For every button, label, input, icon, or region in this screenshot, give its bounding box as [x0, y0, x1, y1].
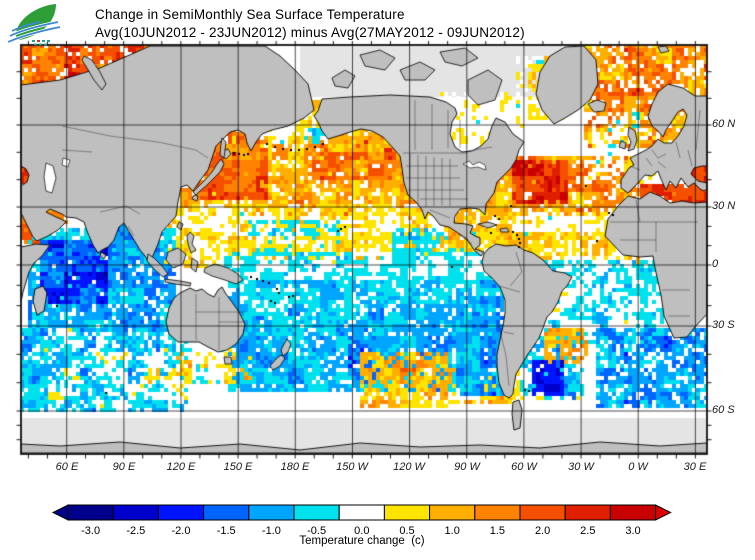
colorbar-segment-1.0: [429, 504, 476, 521]
lat-tick-label-0: 0: [712, 258, 719, 270]
lon-tick-label-90e: 90 E: [112, 461, 136, 473]
colorbar-tick--1.0: -1.0: [262, 525, 281, 537]
lon-tick-label-120w: 120 W: [393, 461, 425, 473]
lon-tick-label-90w: 90 W: [454, 461, 480, 473]
colorbar-tick--3.0: -3.0: [81, 525, 100, 537]
lon-tick-label-0w: 0 W: [628, 461, 648, 473]
colorbar-segment--1.5: [203, 504, 250, 521]
lat-tick-label-60n: 60 N: [712, 118, 736, 130]
wave-lines-icon: [7, 21, 61, 43]
logo-microtext: [32, 40, 50, 46]
colorbar-tick--1.5: -1.5: [217, 525, 236, 537]
colorbar-segment-2.0: [519, 504, 566, 521]
colorbar-tick--0.5: -0.5: [307, 525, 326, 537]
lon-tick-label-120e: 120 E: [166, 461, 196, 473]
colorbar-segment-3.0: [609, 504, 657, 521]
agency-leaf-wave-logo: [7, 4, 61, 46]
lon-tick-label-60w: 60 W: [511, 461, 537, 473]
colorbar-caption: Temperature change (c): [299, 535, 425, 547]
colorbar-segment-0.5: [383, 504, 431, 521]
colorbar-tick-2.0: 2.0: [535, 525, 550, 537]
lon-tick-label-150w: 150 W: [336, 461, 368, 473]
lat-tick-label-60s: 60 S: [712, 404, 735, 416]
colorbar-tick-0.5: 0.5: [399, 525, 414, 537]
colorbar-segment--2.5: [112, 504, 159, 521]
colorbar-left-arrow: [51, 504, 69, 521]
colorbar-tick-0.0: 0.0: [354, 525, 369, 537]
lon-tick-label-60e: 60 E: [55, 461, 79, 473]
colorbar-segment-1.5: [474, 504, 521, 521]
lon-tick-label-30e: 30 E: [683, 461, 707, 473]
colorbar-segment--3.0: [67, 504, 114, 521]
colorbar-right-arrow: [655, 504, 672, 521]
lon-tick-label-180e: 180 E: [280, 461, 310, 473]
colorbar-tick--2.5: -2.5: [126, 525, 145, 537]
colorbar-tick-1.5: 1.5: [490, 525, 505, 537]
colorbar-tick-1.0: 1.0: [445, 525, 460, 537]
chart-title: Change in SemiMonthly Sea Surface Temper…: [95, 7, 405, 22]
colorbar-tick-2.5: 2.5: [580, 525, 595, 537]
colorbar-segment-2.5: [564, 504, 611, 521]
chart-subtitle: Avg(10JUN2012 - 23JUN2012) minus Avg(27M…: [95, 25, 525, 40]
colorbar-segment--0.5: [293, 504, 340, 521]
colorbar-segment--2.0: [157, 504, 205, 521]
colorbar-segment-0.0: [338, 504, 385, 521]
colorbar-tick-3.0: 3.0: [625, 525, 640, 537]
leaf-shape: [15, 4, 57, 40]
lon-tick-label-30w: 30 W: [568, 461, 594, 473]
colorbar-segment--1.0: [248, 504, 295, 521]
lon-tick-label-150e: 150 E: [223, 461, 253, 473]
temperature-colorbar: -3.0 -2.5 -2.0 -1.5 -1.0 -0.5 0.0 0.5 1.0 1.5 2.0 2…: [51, 504, 672, 537]
lat-tick-label-30n: 30 N: [712, 200, 736, 212]
lat-tick-label-30s: 30 S: [712, 319, 735, 331]
colorbar-tick--2.0: -2.0: [172, 525, 191, 537]
